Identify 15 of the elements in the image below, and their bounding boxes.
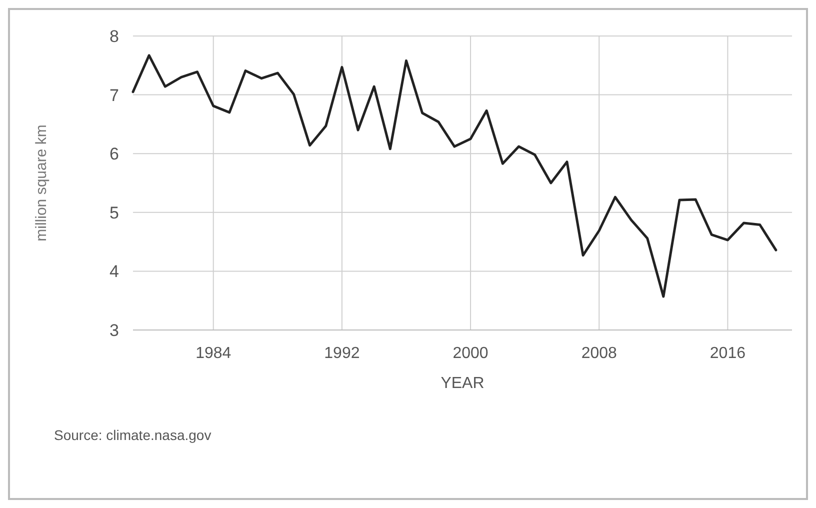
x-tick-label: 2016 xyxy=(710,345,746,362)
x-tick-label: 1984 xyxy=(196,345,232,362)
line-series xyxy=(132,54,778,298)
y-tick-label: 6 xyxy=(110,144,119,164)
source-note: Source: climate.nasa.gov xyxy=(54,427,212,443)
y-tick-label: 7 xyxy=(110,86,119,105)
y-tick-label: 4 xyxy=(110,262,119,282)
x-axis-title: YEAR xyxy=(440,375,484,392)
x-tick-label: 2000 xyxy=(452,345,488,362)
x-tick-label: 1992 xyxy=(324,345,360,362)
y-tick-label: 8 xyxy=(110,26,119,46)
y-tick-label: 5 xyxy=(110,203,119,222)
x-tick-label: 2008 xyxy=(581,345,618,362)
y-axis-title: million square km xyxy=(33,124,50,242)
y-tick-label: 3 xyxy=(110,320,119,340)
